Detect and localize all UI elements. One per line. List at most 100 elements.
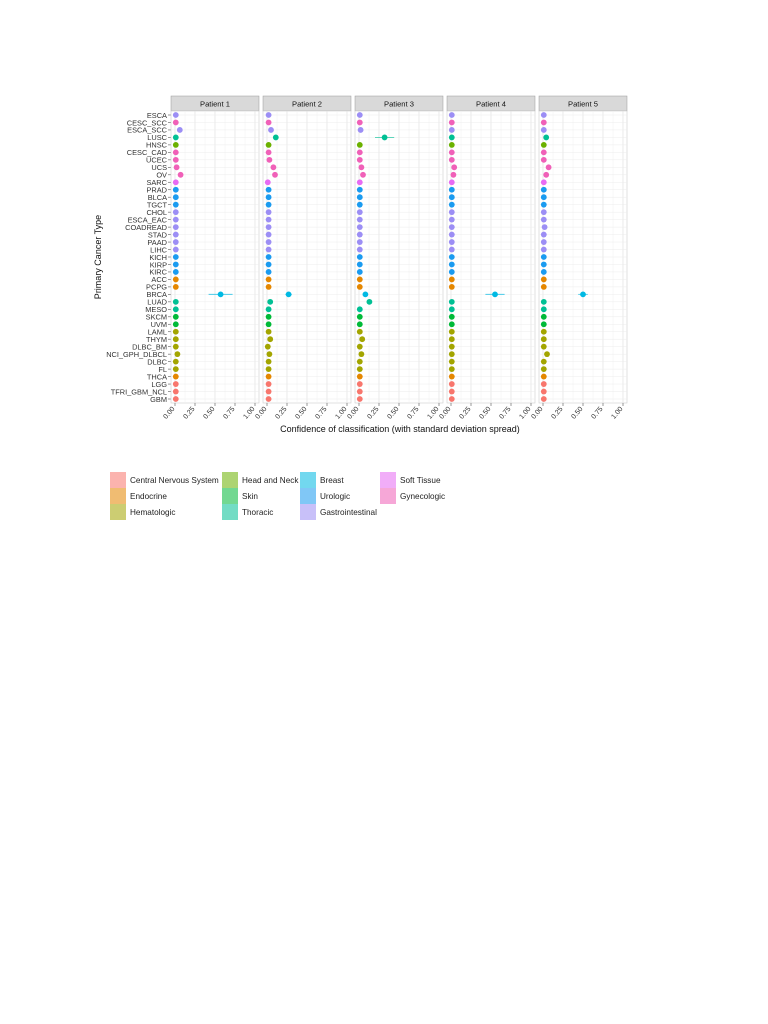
- data-point: [356, 328, 363, 335]
- x-tick-label: 0.50: [202, 406, 216, 421]
- data-point: [448, 112, 455, 118]
- facet-panel: Patient 4 0.00 0.25 0.50 0.75 1.00: [438, 95, 536, 421]
- y-tick-label: NCI_GPH_DLBCL: [106, 350, 167, 359]
- data-point: [266, 351, 273, 358]
- y-tick-label: CHOL: [146, 208, 167, 217]
- x-tick-label: 0.50: [294, 406, 308, 421]
- data-point: [362, 291, 369, 298]
- data-point: [267, 336, 274, 343]
- data-point: [448, 186, 455, 193]
- data-point: [356, 366, 363, 373]
- legend-item: Thoracic: [222, 504, 273, 520]
- data-point: [172, 396, 179, 402]
- data-point: [172, 209, 179, 216]
- data-point: [356, 186, 363, 193]
- y-tick-label: ACC: [151, 275, 167, 284]
- data-point: [172, 231, 179, 238]
- x-tick-label: 0.00: [162, 406, 176, 421]
- data-point: [543, 134, 550, 141]
- data-point: [172, 186, 179, 193]
- data-point: [356, 216, 363, 223]
- legend-item: Urologic: [300, 488, 350, 504]
- data-point: [172, 261, 179, 268]
- legend-label: Breast: [320, 475, 344, 485]
- legend-swatch: [380, 488, 396, 504]
- y-tick-label: ESCA_EAC: [128, 215, 168, 224]
- y-tick-label: THYM: [146, 335, 167, 344]
- data-point: [356, 156, 363, 163]
- data-point: [540, 343, 547, 350]
- data-point: [172, 358, 179, 365]
- y-tick-label: THCA: [147, 372, 167, 381]
- data-point: [448, 179, 455, 186]
- data-point: [540, 127, 547, 133]
- x-axis-title: Confidence of classification (with stand…: [280, 424, 520, 434]
- data-point: [172, 283, 179, 290]
- data-point: [540, 336, 547, 343]
- x-tick-label: 0.75: [222, 406, 236, 421]
- data-point: [265, 313, 272, 320]
- y-tick-label: COADREAD: [125, 223, 167, 232]
- facet-panel: Patient 1 0.00 0.25 0.50 0.75 1.00: [162, 95, 260, 421]
- legend-item: Soft Tissue: [380, 472, 441, 488]
- data-point: [272, 134, 279, 141]
- data-point: [448, 134, 455, 141]
- data-point: [448, 216, 455, 223]
- y-tick-label: SARC: [146, 178, 167, 187]
- data-point: [448, 239, 455, 245]
- data-point: [356, 313, 363, 320]
- data-point: [356, 343, 363, 350]
- data-point: [540, 269, 547, 275]
- facet-strip-label: Patient 2: [292, 100, 322, 109]
- facet-strip-label: Patient 4: [476, 100, 506, 109]
- data-point: [448, 119, 455, 126]
- data-point: [540, 194, 547, 201]
- x-tick-label: 0.25: [550, 406, 564, 421]
- data-point: [356, 276, 363, 283]
- legend-swatch: [300, 504, 316, 520]
- data-point: [356, 261, 363, 268]
- data-point: [265, 209, 272, 216]
- data-point: [540, 276, 547, 283]
- data-point: [540, 216, 547, 223]
- data-point: [540, 149, 547, 156]
- data-point: [265, 149, 272, 156]
- data-point: [356, 373, 363, 380]
- data-point: [357, 127, 364, 133]
- data-point: [540, 179, 547, 186]
- legend-swatch: [222, 472, 238, 488]
- data-point: [448, 127, 455, 133]
- x-tick-label: 0.75: [314, 406, 328, 421]
- data-point: [448, 201, 455, 208]
- data-point: [265, 269, 272, 275]
- y-tick-label: KIRC: [149, 268, 167, 277]
- data-point: [356, 112, 363, 118]
- data-point: [172, 224, 179, 231]
- data-point: [172, 381, 179, 387]
- x-tick-label: 0.50: [478, 406, 492, 421]
- data-point: [540, 156, 547, 163]
- y-tick-label: LAML: [148, 328, 167, 337]
- x-tick-label: 0.50: [570, 406, 584, 421]
- data-point: [450, 171, 457, 178]
- data-point: [265, 306, 272, 313]
- y-tick-label: LGG: [151, 380, 167, 389]
- data-point: [540, 381, 547, 387]
- legend-item: Hematologic: [110, 504, 176, 520]
- y-tick-label: UCEC: [146, 156, 168, 165]
- legend-swatch: [110, 504, 126, 520]
- data-point: [381, 134, 388, 141]
- data-point: [265, 396, 272, 402]
- x-tick-label: 1.00: [610, 406, 624, 421]
- y-tick-label: ESCA: [147, 111, 167, 120]
- data-point: [217, 291, 224, 298]
- legend-label: Head and Neck: [242, 475, 299, 485]
- data-point: [540, 313, 547, 320]
- data-point: [172, 201, 179, 208]
- data-point: [172, 321, 179, 328]
- y-tick-label: DLBC_BM: [132, 342, 167, 351]
- facet-strip-label: Patient 5: [568, 100, 598, 109]
- data-point: [448, 396, 455, 402]
- data-point: [358, 164, 365, 171]
- data-point: [356, 381, 363, 387]
